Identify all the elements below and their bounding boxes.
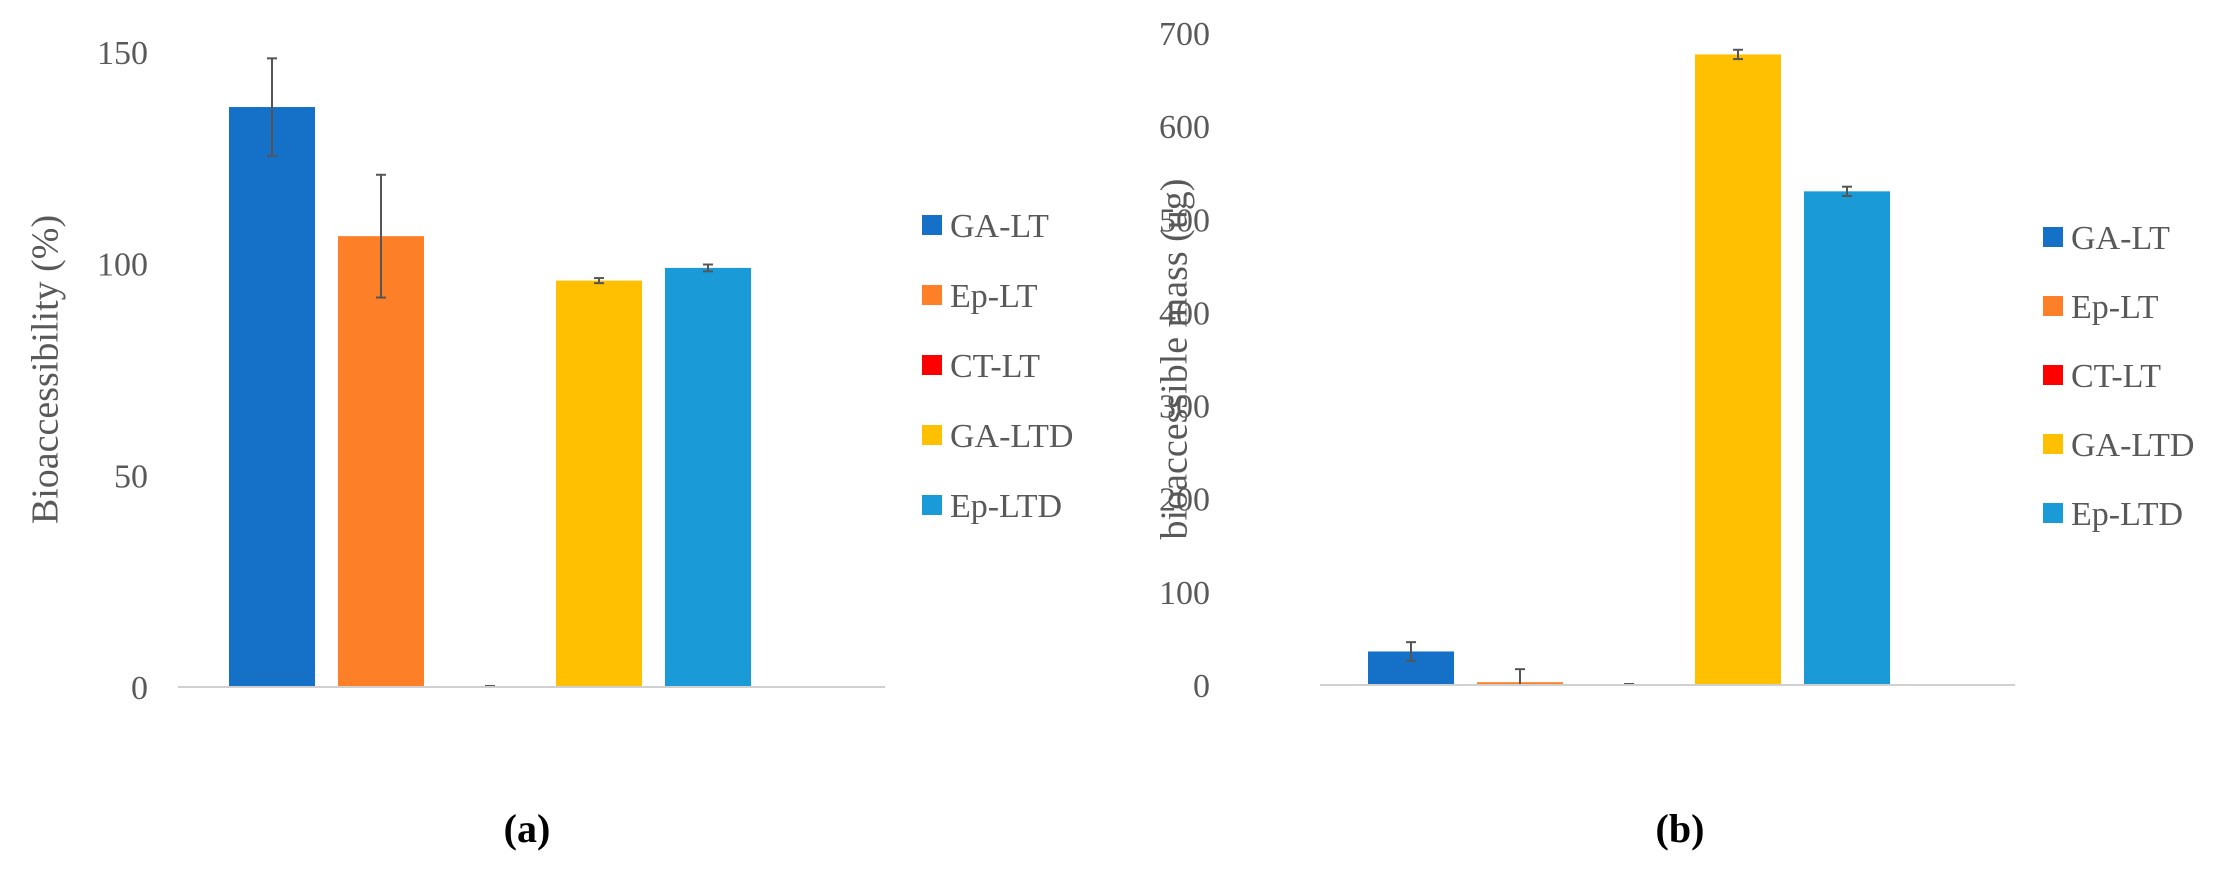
y-tick-label: 300 bbox=[1159, 389, 1210, 426]
legend-swatch-ga-lt bbox=[922, 215, 942, 235]
chart-panel-b: 0 100 200 300 400 500 600 700 bioaccessible mass… bbox=[1115, 0, 2230, 874]
legend-label-ga-lt: GA-LT bbox=[2071, 220, 2170, 257]
y-tick-label: 150 bbox=[97, 35, 148, 72]
y-tick-label: 50 bbox=[114, 458, 148, 495]
legend-label-ep-lt: Ep-LT bbox=[950, 278, 1038, 315]
error-bar-ga-ltd bbox=[594, 277, 604, 285]
legend-label-ga-ltd: GA-LTD bbox=[2071, 427, 2194, 464]
y-tick-label: 100 bbox=[1159, 575, 1210, 612]
legend-swatch-ep-ltd bbox=[922, 495, 942, 515]
chart-b: 0 100 200 300 400 500 600 700 bioaccessible mass… bbox=[1153, 16, 2194, 851]
legend-label-ep-lt: Ep-LT bbox=[2071, 289, 2159, 326]
error-bar-ep-ltd bbox=[1842, 185, 1852, 197]
y-axis-label: bioaccessible mass (ug) bbox=[1153, 179, 1195, 540]
y-tick-label: 0 bbox=[131, 670, 148, 707]
legend-swatch-ep-ltd bbox=[2043, 503, 2063, 523]
y-tick-label: 100 bbox=[97, 247, 148, 284]
legend-swatch-ga-ltd bbox=[922, 425, 942, 445]
panel-caption: (b) bbox=[1656, 806, 1705, 851]
legend-swatch-ep-lt bbox=[2043, 296, 2063, 316]
bar-ep-ltd bbox=[665, 267, 751, 687]
legend-swatch-ct-lt bbox=[2043, 365, 2063, 385]
y-tick-label: 500 bbox=[1159, 202, 1210, 239]
error-bar-ep-ltd bbox=[703, 263, 713, 273]
error-bar-ga-lt bbox=[267, 57, 277, 157]
error-bar-ga-ltd bbox=[1733, 48, 1743, 61]
legend-label-ga-ltd: GA-LTD bbox=[950, 418, 1073, 455]
legend-label-ga-lt: GA-LT bbox=[950, 208, 1049, 245]
bar-ga-ltd bbox=[556, 280, 642, 687]
legend-swatch-ga-lt bbox=[2043, 227, 2063, 247]
y-tick-label: 200 bbox=[1159, 482, 1210, 519]
bar-ep-ltd bbox=[1804, 191, 1890, 686]
bar-ep-lt bbox=[338, 236, 424, 687]
panel-caption: (a) bbox=[504, 806, 551, 851]
bar-ga-ltd bbox=[1695, 54, 1781, 686]
legend-swatch-ct-lt bbox=[922, 355, 942, 375]
legend-label-ep-ltd: Ep-LTD bbox=[950, 488, 1062, 525]
y-tick-label: 0 bbox=[1193, 668, 1210, 705]
legend-label-ep-ltd: Ep-LTD bbox=[2071, 496, 2183, 533]
error-bar-ga-lt bbox=[1406, 641, 1416, 662]
legend-swatch-ga-ltd bbox=[2043, 434, 2063, 454]
legend-label-ct-lt: CT-LT bbox=[950, 348, 1040, 385]
y-tick-label: 600 bbox=[1159, 109, 1210, 146]
bar-ga-lt bbox=[229, 107, 315, 688]
y-axis-label: Bioaccessibility (%) bbox=[24, 215, 66, 524]
chart-panel-a: 0 50 100 150 Bioaccessibility (%) GA-LT Ep-LT C… bbox=[0, 0, 1115, 874]
legend-label-ct-lt: CT-LT bbox=[2071, 358, 2161, 395]
y-tick-label: 700 bbox=[1159, 16, 1210, 53]
chart-a: 0 50 100 150 Bioaccessibility (%) GA-LT Ep-LT C… bbox=[24, 35, 1073, 851]
y-tick-label: 400 bbox=[1159, 295, 1210, 332]
error-bar-ep-lt bbox=[376, 173, 386, 299]
legend-swatch-ep-lt bbox=[922, 285, 942, 305]
